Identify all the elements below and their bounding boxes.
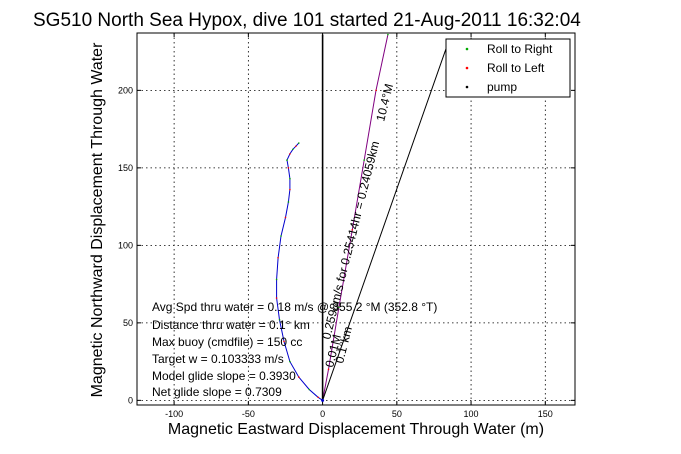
series-track-point [289, 153, 291, 155]
legend-label-roll-right: Roll to Right [487, 42, 553, 56]
series-track-point [295, 145, 297, 147]
series-heading-point [338, 306, 340, 309]
info-line-avg-speed: Avg Spd thru water = 0.18 m/s @ 355.2 °M… [152, 300, 437, 314]
series-track-point [275, 278, 278, 281]
series-track-point [308, 388, 311, 391]
rotated-annotations: 0.2598m/s for 0.25414hr = 0.24059km 10.4… [319, 82, 396, 368]
series-track-point [283, 340, 285, 343]
origin-marker [321, 398, 325, 402]
series-track-point [317, 396, 319, 399]
x-axis-label: Magnetic Eastward Displacement Through W… [168, 421, 544, 438]
y-tick-label: 0 [128, 395, 133, 405]
x-tick-label: 100 [464, 409, 479, 419]
y-tick-label: 200 [118, 85, 133, 95]
chart-title: SG510 North Sea Hypox, dive 101 started … [33, 10, 581, 31]
data-series [275, 33, 450, 402]
x-tick-label: 150 [538, 409, 553, 419]
series-track-point [275, 297, 278, 299]
y-tick-label: 50 [123, 318, 133, 328]
series-track-point [284, 216, 287, 219]
info-block: Avg Spd thru water = 0.18 m/s @ 355.2 °M… [152, 300, 437, 399]
y-axis-label: Magnetic Northward Displacement Through … [89, 42, 106, 397]
info-line-distance: Distance thru water = 0.1° km [152, 318, 310, 332]
series-track-point [289, 188, 291, 191]
legend-marker-roll-right [465, 47, 469, 51]
series-track-point [289, 177, 291, 180]
series-track-point [287, 201, 290, 203]
series-heading-point [363, 159, 365, 161]
info-line-model-glide: Model glide slope = 0.3930 [152, 369, 296, 383]
info-line-max-buoy: Max buoy (cmdfile) = 150 cc [152, 335, 302, 349]
axis-ticks: -100 -50 0 50 100 150 0 50 100 150 200 [118, 33, 575, 419]
series-pointer-line [322, 40, 450, 401]
x-tick-label: -100 [165, 409, 183, 419]
series-track-point [298, 142, 300, 144]
series-track-point [278, 318, 281, 321]
series-track-point [287, 167, 290, 169]
legend-marker-roll-left [465, 66, 469, 70]
legend-marker-pump [465, 85, 469, 89]
series-track-point [277, 256, 279, 259]
info-line-target-w: Target w = 0.103333 m/s [152, 352, 284, 366]
info-line-net-glide: Net glide slope = 0.7309 [152, 385, 282, 399]
y-tick-label: 150 [118, 163, 133, 173]
plot-area: -100 -50 0 50 100 150 0 50 100 150 200 [118, 32, 576, 419]
series-track-point [289, 360, 291, 363]
series-track-point [280, 235, 282, 237]
series-heading-point [375, 89, 377, 92]
series-heading-point [327, 368, 330, 371]
series-heading-point [351, 229, 354, 231]
plot-frame [136, 32, 576, 406]
series-track-point [298, 376, 300, 378]
x-tick-label: 0 [320, 409, 325, 419]
x-tick-label: -50 [242, 409, 255, 419]
y-tick-label: 100 [118, 240, 133, 250]
legend-label-roll-left: Roll to Left [487, 61, 545, 75]
series-track-point [286, 159, 288, 161]
legend-label-pump: pump [487, 80, 517, 94]
series-track-point [292, 148, 294, 151]
series-heading-point [387, 33, 389, 36]
x-tick-label: 50 [392, 409, 402, 419]
legend: Roll to Right Roll to Left pump [445, 38, 571, 98]
